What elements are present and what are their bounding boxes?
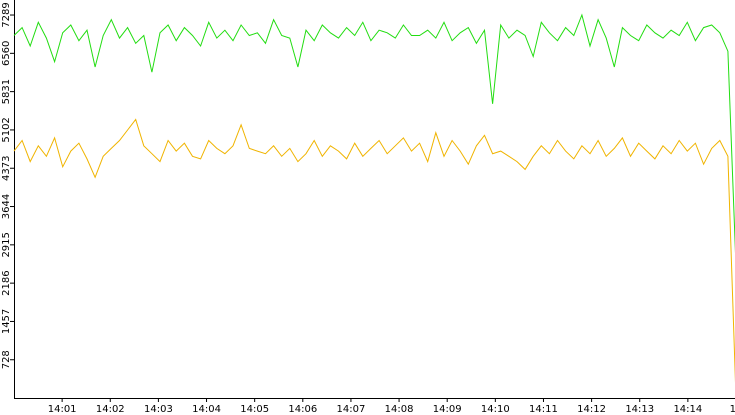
x-tick-label: 14:02: [96, 404, 125, 415]
x-tick-label: 14: [730, 404, 735, 415]
x-tick-label: 14:09: [433, 404, 462, 415]
x-tick-label: 14:11: [529, 404, 558, 415]
y-tick-label: 5831: [1, 79, 12, 104]
y-tick-label: 5102: [1, 117, 12, 142]
y-tick-label: 2915: [1, 232, 12, 257]
x-tick-label: 14:07: [337, 404, 366, 415]
y-tick-label: 2186: [1, 270, 12, 295]
y-tick-label: 7289: [1, 2, 12, 27]
x-tick-label: 14:10: [481, 404, 510, 415]
x-tick-label: 14:03: [144, 404, 173, 415]
x-tick-label: 14:08: [385, 404, 414, 415]
series-line: [13, 118, 735, 384]
y-tick-label: 3644: [1, 194, 12, 219]
y-tick-label: 6560: [1, 41, 12, 66]
x-tick-label: 14:06: [288, 404, 317, 415]
x-tick-label: 14:12: [577, 404, 606, 415]
series-line: [13, 13, 735, 254]
x-tick-label: 14:05: [240, 404, 269, 415]
x-tick-label: 14:14: [673, 404, 702, 415]
x-tick-label: 14:01: [48, 404, 77, 415]
y-tick-label: 4373: [1, 156, 12, 181]
y-tick-label: 728: [1, 350, 12, 369]
x-tick-label: 14:04: [192, 404, 221, 415]
x-tick-label: 14:13: [625, 404, 654, 415]
y-tick-label: 1457: [1, 309, 12, 334]
